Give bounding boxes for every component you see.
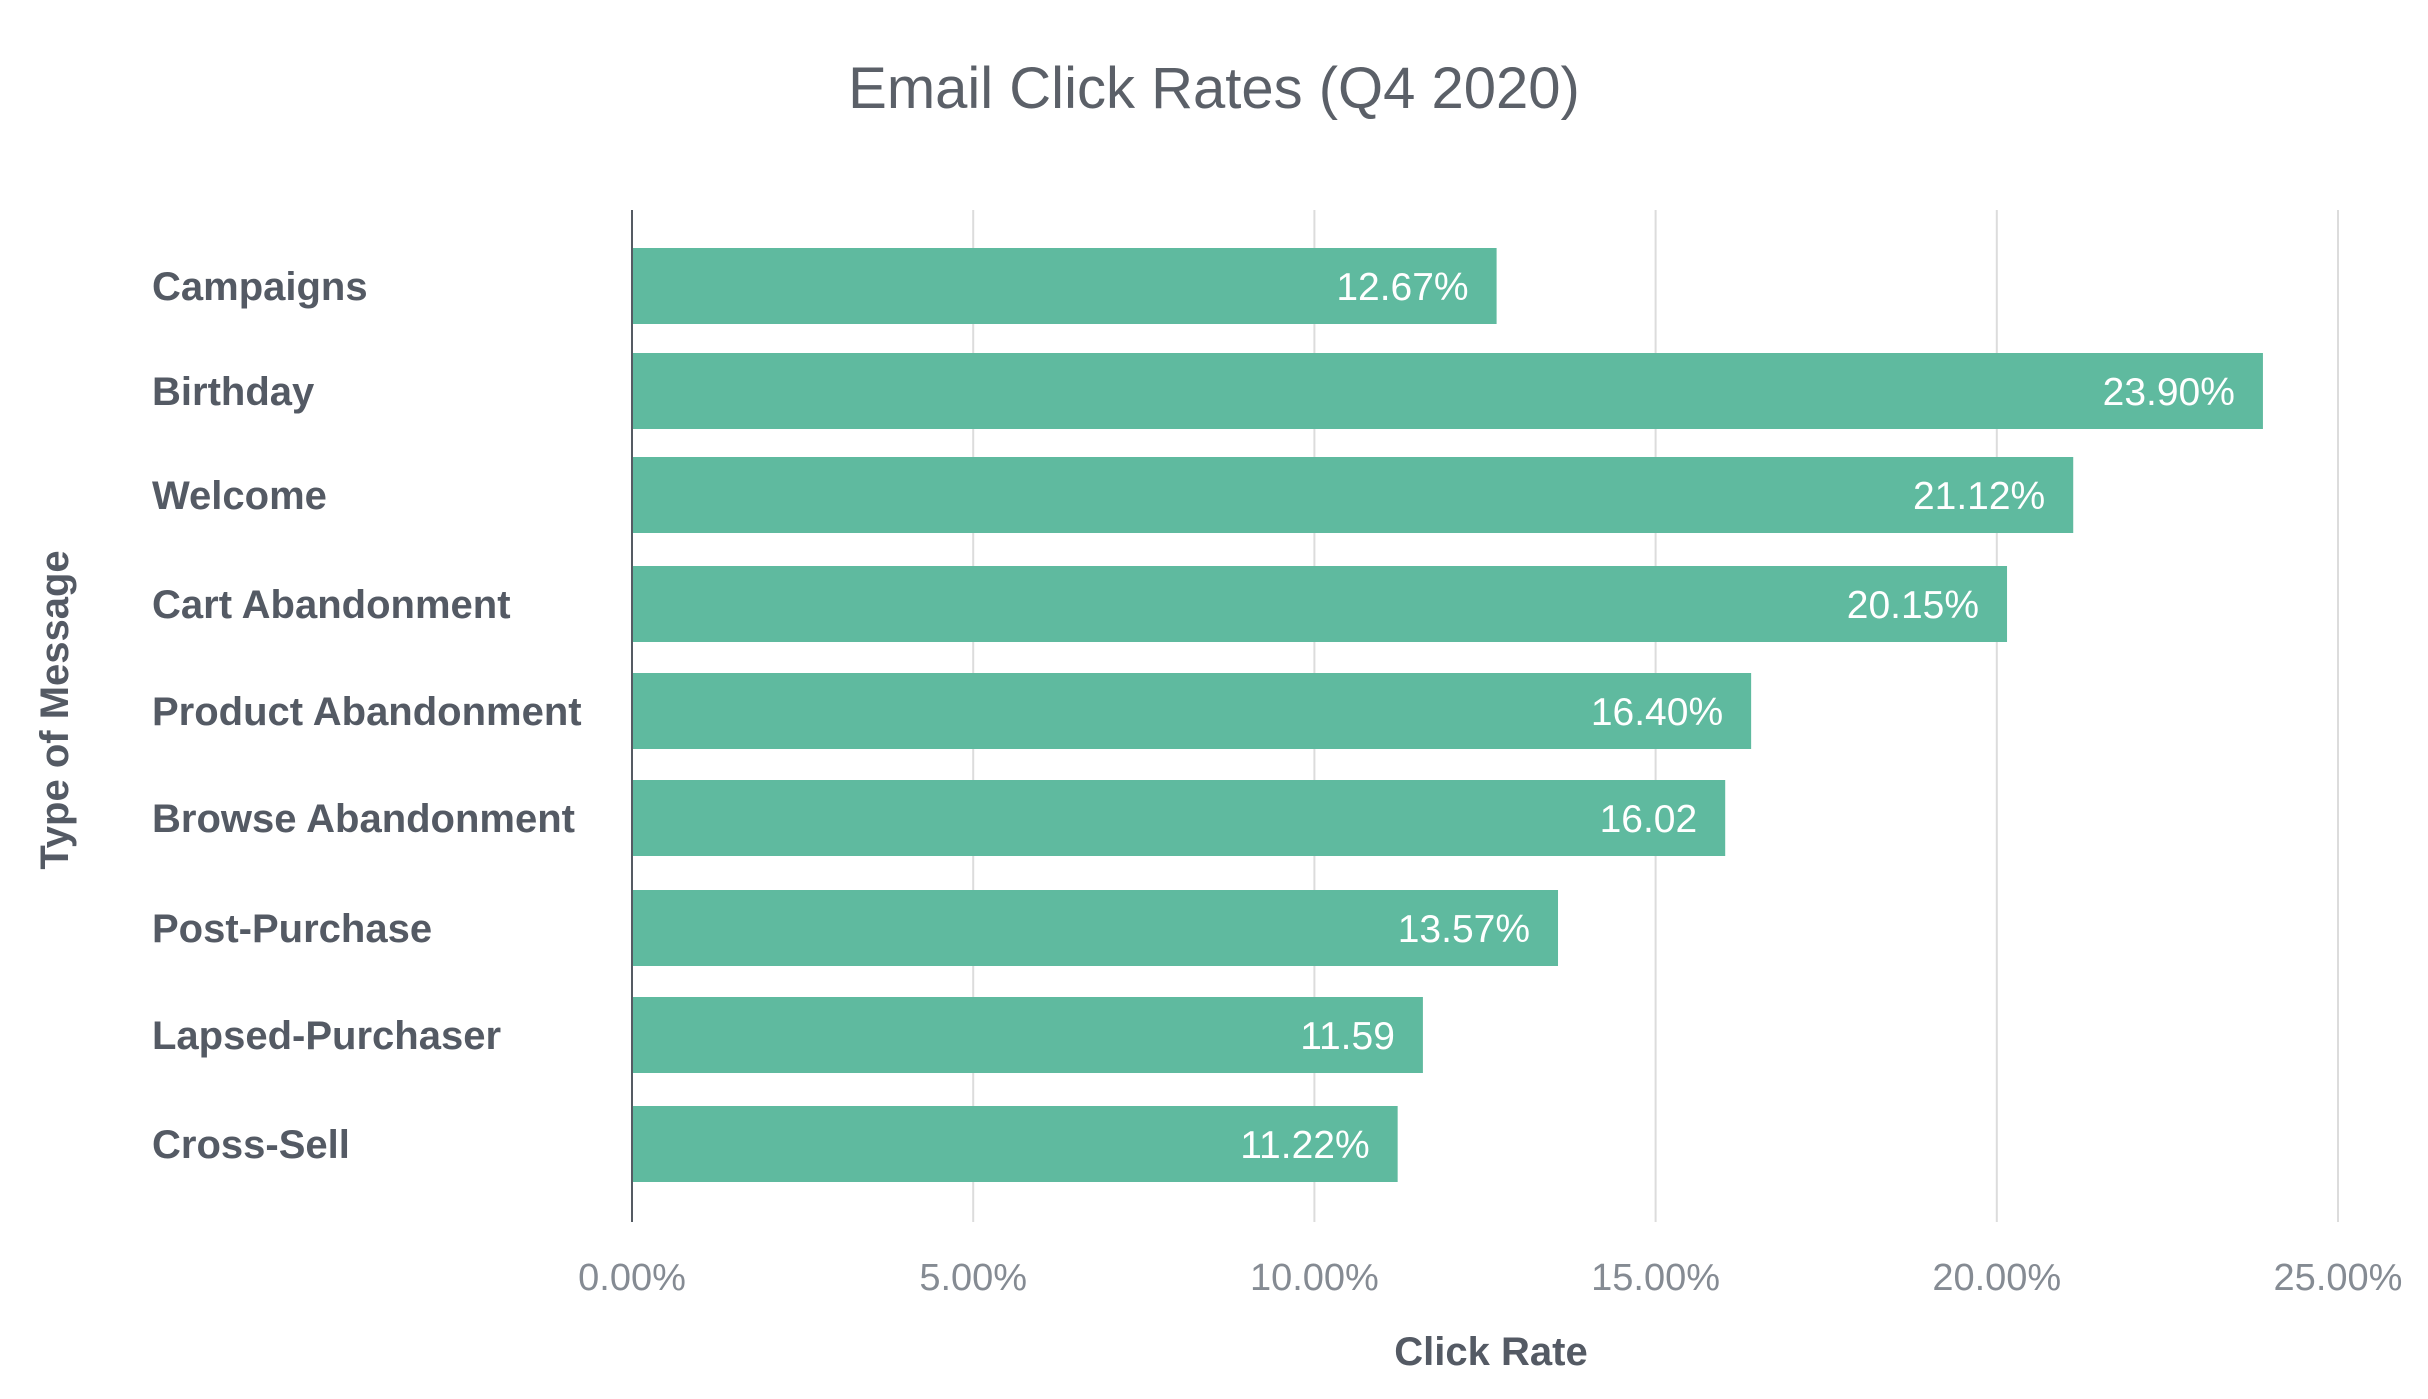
category-label: Product Abandonment — [152, 690, 582, 734]
data-label: 11.59 — [1300, 1015, 1395, 1058]
y-axis-title: Type of Message — [33, 550, 77, 869]
data-label: 16.02 — [1600, 798, 1698, 841]
bar — [632, 353, 2263, 429]
category-label: Birthday — [152, 370, 315, 414]
x-tick-label: 5.00% — [919, 1257, 1027, 1299]
category-label: Browse Abandonment — [152, 797, 575, 841]
category-label: Campaigns — [152, 265, 368, 309]
category-label: Cross-Sell — [152, 1123, 350, 1167]
data-label: 21.12% — [1913, 475, 2045, 518]
bar — [632, 457, 2074, 533]
bar — [632, 890, 1559, 966]
category-label: Welcome — [152, 474, 327, 518]
x-tick-label: 20.00% — [1932, 1257, 2061, 1299]
category-label: Post-Purchase — [152, 907, 432, 951]
x-tick-label: 15.00% — [1591, 1257, 1720, 1299]
data-label: 12.67% — [1336, 266, 1468, 309]
x-axis-title: Click Rate — [1394, 1330, 1587, 1374]
x-tick-label: 0.00% — [578, 1257, 686, 1299]
bar — [632, 997, 1423, 1073]
x-tick-label: 25.00% — [2274, 1257, 2403, 1299]
bar — [632, 673, 1752, 749]
data-label: 20.15% — [1847, 584, 1979, 627]
bars — [632, 248, 2263, 1182]
bar — [632, 1106, 1398, 1182]
chart-title: Email Click Rates (Q4 2020) — [848, 56, 1580, 121]
category-label: Lapsed-Purchaser — [152, 1014, 501, 1058]
bar — [632, 248, 1497, 324]
data-label: 13.57% — [1398, 908, 1530, 951]
data-label: 23.90% — [2103, 371, 2235, 414]
data-label: 16.40% — [1591, 691, 1723, 734]
data-label: 11.22% — [1240, 1124, 1369, 1167]
bar — [632, 780, 1726, 856]
labels: 0.00% 5.00% 10.00% 15.00% 20.00% 25.00% Campai… — [152, 265, 2402, 1299]
x-tick-label: 10.00% — [1250, 1257, 1379, 1299]
category-label: Cart Abandonment — [152, 583, 511, 627]
bar — [632, 566, 2008, 642]
